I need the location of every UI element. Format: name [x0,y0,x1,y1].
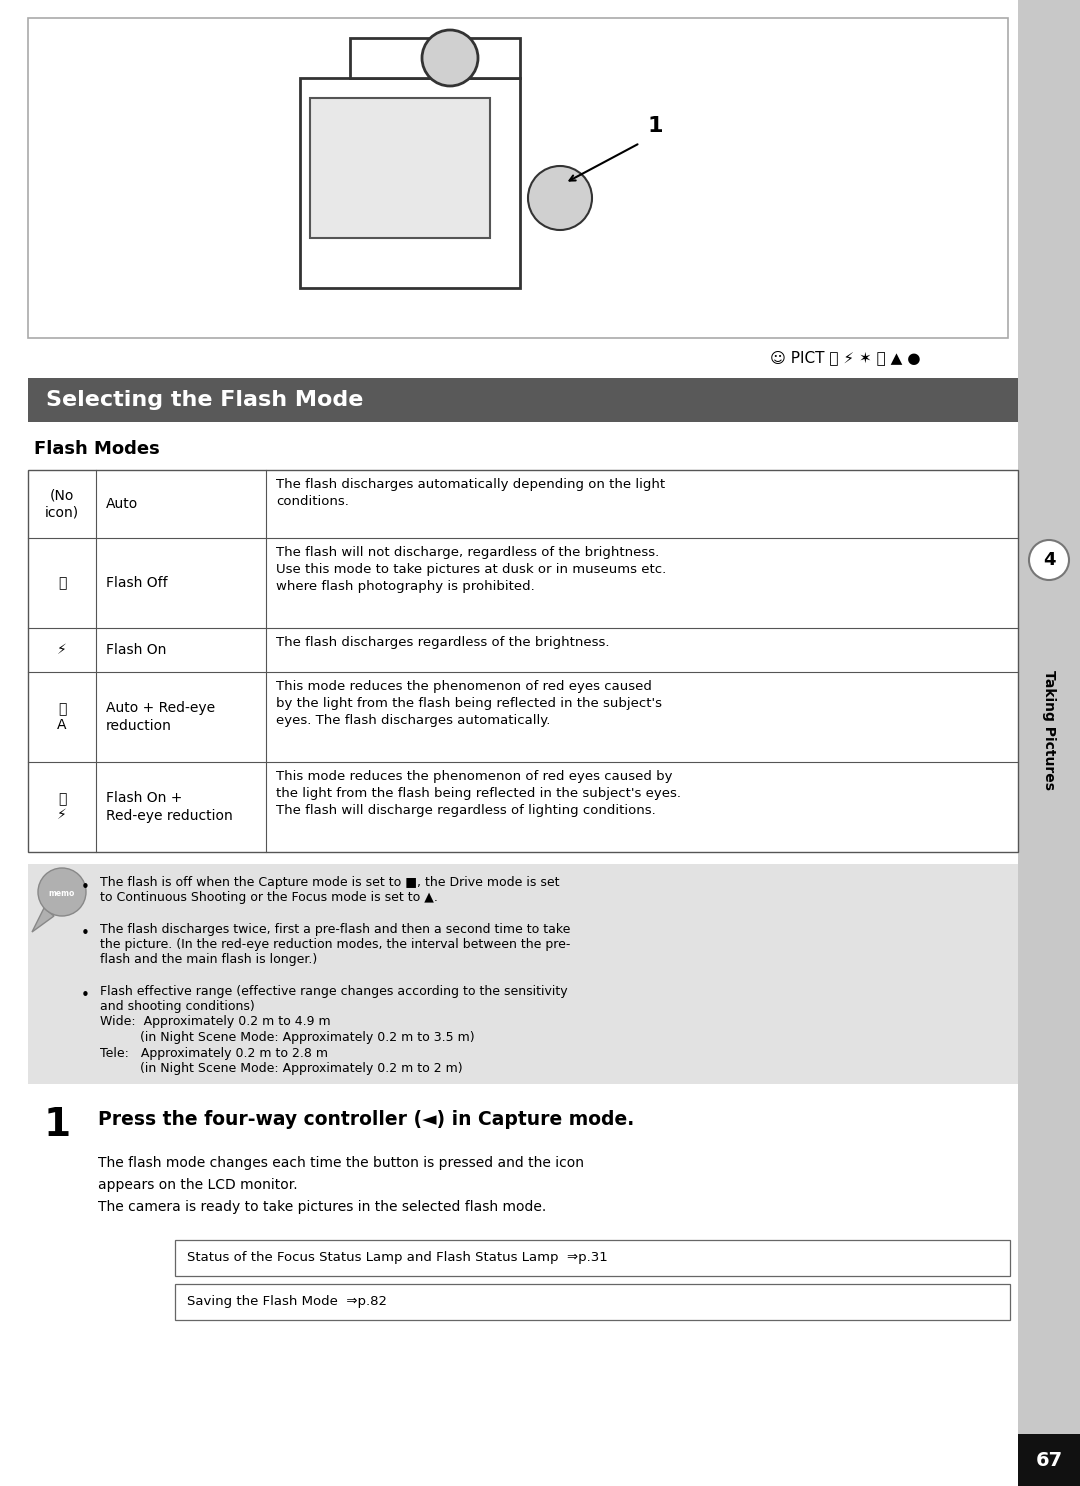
Text: The flash discharges twice, first a pre-flash and then a second time to take: The flash discharges twice, first a pre-… [100,923,570,936]
Text: ⚡: ⚡ [57,643,67,657]
Text: Taking Pictures: Taking Pictures [1042,670,1056,791]
Text: flash and the main flash is longer.): flash and the main flash is longer.) [100,954,318,966]
Text: 1: 1 [44,1106,71,1144]
Text: Flash On: Flash On [106,643,166,657]
Circle shape [422,30,478,86]
Text: Saving the Flash Mode  ⇒p.82: Saving the Flash Mode ⇒p.82 [187,1296,387,1309]
Polygon shape [350,39,519,77]
Text: •: • [81,988,90,1003]
Text: The flash will not discharge, regardless of the brightness.
Use this mode to tak: The flash will not discharge, regardless… [276,545,666,593]
Polygon shape [32,908,54,932]
Text: memo: memo [49,890,76,899]
Bar [28,18,1008,337]
Circle shape [38,868,86,915]
Text: The camera is ready to take pictures in the selected flash mode.: The camera is ready to take pictures in … [98,1201,546,1214]
Text: The flash is off when the Capture mode is set to ■, the Drive mode is set: The flash is off when the Capture mode i… [100,877,559,889]
Bar [175,1239,1010,1276]
Text: This mode reduces the phenomenon of red eyes caused by
the light from the flash : This mode reduces the phenomenon of red … [276,770,681,817]
Text: 4: 4 [1043,551,1055,569]
Bar [28,863,1018,1083]
Text: Tele:   Approximately 0.2 m to 2.8 m: Tele: Approximately 0.2 m to 2.8 m [100,1046,328,1060]
Text: Status of the Focus Status Lamp and Flash Status Lamp  ⇒p.31: Status of the Focus Status Lamp and Flas… [187,1251,608,1265]
Text: and shooting conditions): and shooting conditions) [100,1000,255,1013]
Text: appears on the LCD monitor.: appears on the LCD monitor. [98,1178,298,1192]
Text: ☺ PICT Ⓟ ⚡ ✶ ⛶ ▲ ●: ☺ PICT Ⓟ ⚡ ✶ ⛶ ▲ ● [769,351,920,366]
Text: to Continuous Shooting or the Focus mode is set to ▲.: to Continuous Shooting or the Focus mode… [100,892,437,905]
Text: 1: 1 [648,116,663,137]
Text: •: • [81,926,90,942]
Bar [1018,0,1080,1486]
Bar [310,98,490,238]
Text: Flash Off: Flash Off [106,577,167,590]
Text: The flash discharges automatically depending on the light
conditions.: The flash discharges automatically depen… [276,478,665,508]
Text: The flash discharges regardless of the brightness.: The flash discharges regardless of the b… [276,636,609,649]
Text: ⓸
⚡: ⓸ ⚡ [57,792,67,822]
Polygon shape [300,77,519,288]
Text: This mode reduces the phenomenon of red eyes caused
by the light from the flash : This mode reduces the phenomenon of red … [276,681,662,727]
Text: Wide:  Approximately 0.2 m to 4.9 m: Wide: Approximately 0.2 m to 4.9 m [100,1015,330,1028]
Text: (in Night Scene Mode: Approximately 0.2 m to 2 m): (in Night Scene Mode: Approximately 0.2 … [100,1062,462,1074]
Text: •: • [81,880,90,895]
Text: Auto + Red-eye
reduction: Auto + Red-eye reduction [106,701,215,733]
Text: Press the four-way controller (◄) in Capture mode.: Press the four-way controller (◄) in Cap… [98,1110,634,1129]
Text: 67: 67 [1036,1450,1063,1470]
Text: (in Night Scene Mode: Approximately 0.2 m to 3.5 m): (in Night Scene Mode: Approximately 0.2 … [100,1031,474,1045]
Bar [1018,1434,1080,1486]
Circle shape [1029,539,1069,580]
Text: Selecting the Flash Mode: Selecting the Flash Mode [46,389,363,410]
Text: Flash On +
Red-eye reduction: Flash On + Red-eye reduction [106,792,233,823]
Bar [28,377,1018,422]
Text: The flash mode changes each time the button is pressed and the icon: The flash mode changes each time the but… [98,1156,584,1169]
Text: Auto: Auto [106,496,138,511]
Text: ⓸
A: ⓸ A [57,701,67,733]
Text: the picture. (In the red-eye reduction modes, the interval between the pre-: the picture. (In the red-eye reduction m… [100,938,570,951]
Bar [175,1284,1010,1320]
Text: (No
icon): (No icon) [45,489,79,519]
Text: ⓸: ⓸ [58,577,66,590]
Circle shape [528,166,592,230]
Text: Flash Modes: Flash Modes [33,440,160,458]
Bar [28,470,1018,851]
Text: Flash effective range (effective range changes according to the sensitivity: Flash effective range (effective range c… [100,985,568,997]
